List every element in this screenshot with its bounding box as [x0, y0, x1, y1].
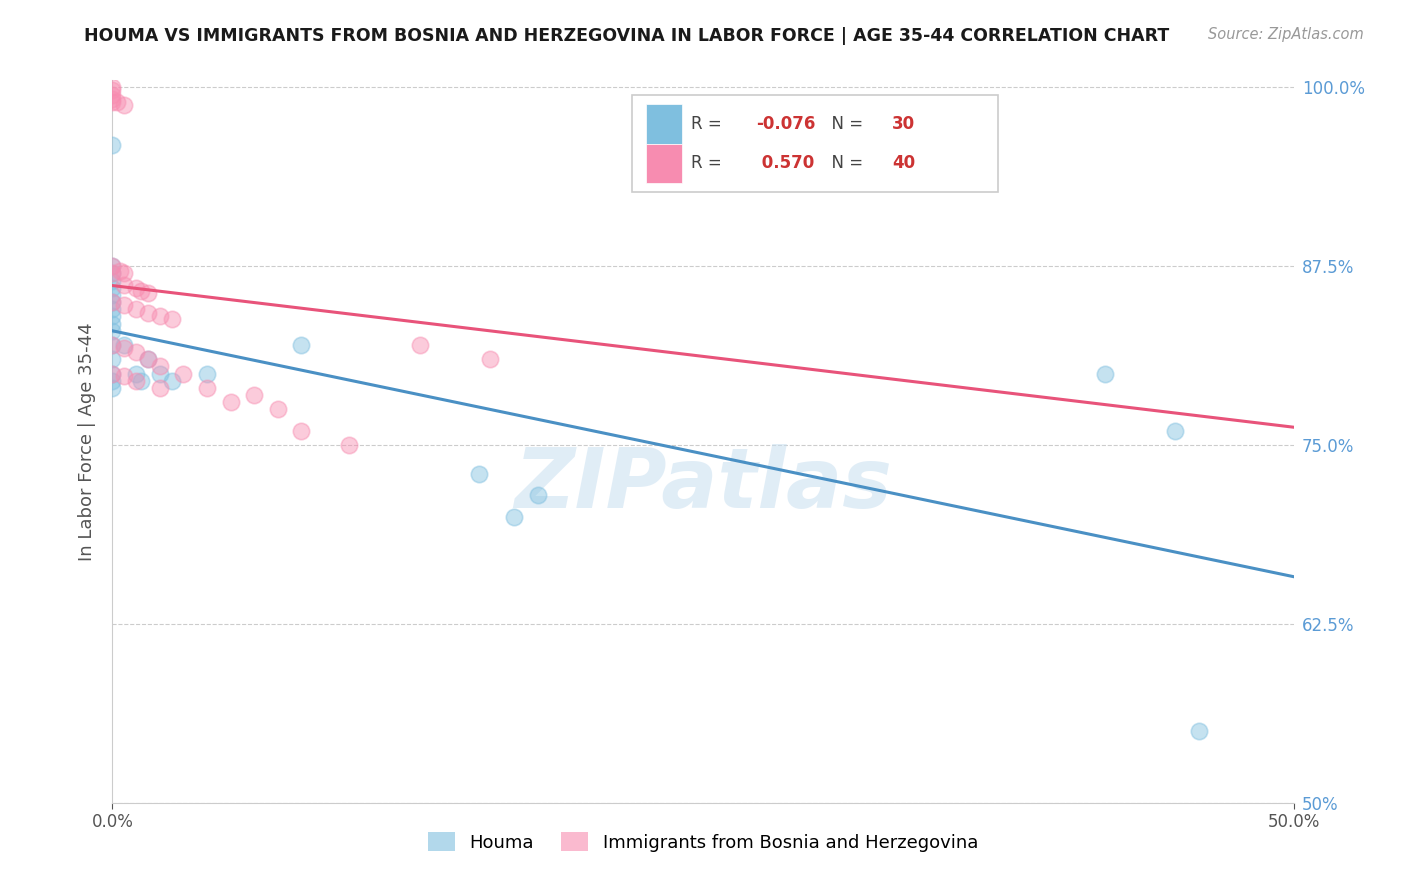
- Point: [112, 97, 135, 112]
- Point: [408, 338, 430, 352]
- Point: [101, 267, 124, 281]
- Text: R =: R =: [692, 115, 727, 133]
- FancyBboxPatch shape: [647, 144, 682, 183]
- Point: [1188, 724, 1211, 739]
- Point: [112, 341, 135, 355]
- Point: [149, 359, 172, 374]
- Point: [101, 260, 124, 274]
- Point: [101, 338, 124, 352]
- Point: [160, 374, 183, 388]
- Point: [762, 137, 785, 152]
- Point: [101, 317, 124, 331]
- Point: [136, 352, 159, 367]
- Point: [101, 367, 124, 381]
- Text: 30: 30: [891, 115, 915, 133]
- Point: [112, 277, 135, 292]
- Point: [125, 345, 148, 359]
- Point: [526, 488, 548, 502]
- FancyBboxPatch shape: [647, 103, 682, 144]
- Point: [125, 281, 148, 295]
- Point: [129, 284, 152, 298]
- Legend: Houma, Immigrants from Bosnia and Herzegovina: Houma, Immigrants from Bosnia and Herzeg…: [420, 825, 986, 859]
- Point: [101, 338, 124, 352]
- Text: -0.076: -0.076: [756, 115, 815, 133]
- Point: [467, 467, 489, 481]
- Point: [101, 83, 124, 97]
- Point: [195, 381, 218, 395]
- Point: [149, 310, 172, 324]
- Point: [112, 298, 135, 312]
- Point: [101, 92, 124, 106]
- Text: ZIPatlas: ZIPatlas: [515, 444, 891, 525]
- Point: [219, 395, 242, 409]
- Point: [503, 509, 526, 524]
- Y-axis label: In Labor Force | Age 35-44: In Labor Force | Age 35-44: [77, 322, 96, 561]
- Point: [101, 95, 124, 109]
- Point: [101, 310, 124, 324]
- Point: [101, 281, 124, 295]
- Point: [101, 381, 124, 395]
- Text: R =: R =: [692, 154, 727, 172]
- Point: [112, 369, 135, 384]
- Text: 0.570: 0.570: [756, 154, 814, 172]
- Point: [101, 267, 124, 281]
- Point: [101, 87, 124, 102]
- Text: Source: ZipAtlas.com: Source: ZipAtlas.com: [1208, 27, 1364, 42]
- Point: [479, 352, 502, 367]
- Point: [160, 312, 183, 326]
- Point: [195, 367, 218, 381]
- Point: [149, 367, 172, 381]
- Point: [125, 374, 148, 388]
- Point: [101, 352, 124, 367]
- Point: [101, 295, 124, 310]
- Text: 40: 40: [891, 154, 915, 172]
- Point: [101, 302, 124, 317]
- Point: [243, 388, 266, 402]
- Text: N =: N =: [821, 115, 869, 133]
- Point: [136, 286, 159, 301]
- Point: [172, 367, 194, 381]
- Point: [112, 267, 135, 281]
- Point: [290, 424, 312, 438]
- Point: [101, 324, 124, 338]
- Point: [108, 263, 131, 277]
- Point: [267, 402, 290, 417]
- Point: [136, 306, 159, 320]
- Point: [1094, 367, 1116, 381]
- Text: N =: N =: [821, 154, 869, 172]
- Point: [1164, 424, 1187, 438]
- Point: [125, 367, 148, 381]
- Text: HOUMA VS IMMIGRANTS FROM BOSNIA AND HERZEGOVINA IN LABOR FORCE | AGE 35-44 CORRE: HOUMA VS IMMIGRANTS FROM BOSNIA AND HERZ…: [84, 27, 1170, 45]
- Point: [337, 438, 360, 452]
- Point: [101, 260, 124, 274]
- Point: [290, 338, 312, 352]
- Point: [129, 374, 152, 388]
- Point: [101, 374, 124, 388]
- Point: [101, 274, 124, 288]
- Point: [101, 288, 124, 302]
- Point: [149, 381, 172, 395]
- Point: [112, 338, 135, 352]
- Point: [101, 295, 124, 310]
- Point: [136, 352, 159, 367]
- Point: [105, 95, 128, 109]
- Point: [125, 302, 148, 317]
- Point: [101, 80, 124, 95]
- Point: [101, 137, 124, 152]
- Point: [101, 367, 124, 381]
- FancyBboxPatch shape: [633, 95, 998, 193]
